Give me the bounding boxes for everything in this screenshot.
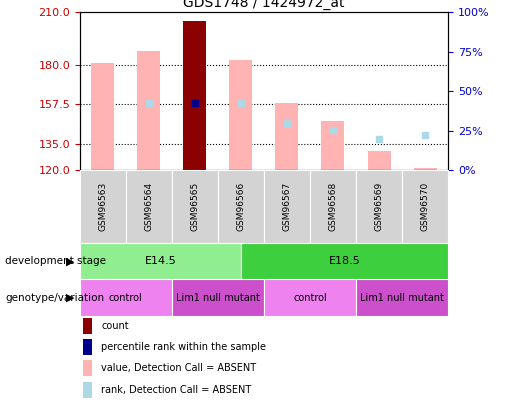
- Bar: [91, 63, 114, 170]
- Text: development stage: development stage: [5, 256, 106, 266]
- Bar: [83, 360, 93, 377]
- Text: GSM96570: GSM96570: [421, 182, 430, 231]
- Text: ▶: ▶: [66, 293, 75, 303]
- Bar: [264, 279, 356, 316]
- Bar: [172, 170, 218, 243]
- Bar: [218, 170, 264, 243]
- Bar: [126, 170, 172, 243]
- Text: E14.5: E14.5: [145, 256, 176, 266]
- Bar: [276, 103, 299, 170]
- Text: count: count: [101, 321, 129, 331]
- Text: GSM96567: GSM96567: [282, 182, 291, 231]
- Bar: [83, 318, 93, 334]
- Text: control: control: [293, 293, 327, 303]
- Bar: [183, 21, 207, 170]
- Text: percentile rank within the sample: percentile rank within the sample: [101, 342, 266, 352]
- Bar: [138, 51, 160, 170]
- Text: GSM96569: GSM96569: [374, 182, 384, 231]
- Bar: [356, 279, 448, 316]
- Text: Lim1 null mutant: Lim1 null mutant: [176, 293, 260, 303]
- Bar: [402, 170, 448, 243]
- Bar: [80, 279, 172, 316]
- Text: control: control: [109, 293, 143, 303]
- Bar: [229, 60, 252, 170]
- Text: E18.5: E18.5: [329, 256, 360, 266]
- Text: rank, Detection Call = ABSENT: rank, Detection Call = ABSENT: [101, 385, 251, 395]
- Text: GSM96563: GSM96563: [98, 182, 107, 231]
- Bar: [368, 151, 390, 170]
- Bar: [172, 279, 264, 316]
- Bar: [80, 170, 126, 243]
- Text: GSM96565: GSM96565: [191, 182, 199, 231]
- Text: GSM96568: GSM96568: [329, 182, 337, 231]
- Title: GDS1748 / 1424972_at: GDS1748 / 1424972_at: [183, 0, 345, 10]
- Text: ▶: ▶: [66, 256, 75, 266]
- Bar: [414, 168, 437, 170]
- Text: GSM96564: GSM96564: [144, 182, 153, 231]
- Bar: [80, 243, 241, 279]
- Bar: [83, 382, 93, 398]
- Bar: [83, 339, 93, 355]
- Bar: [310, 170, 356, 243]
- Bar: [356, 170, 402, 243]
- Bar: [321, 121, 345, 170]
- Text: GSM96566: GSM96566: [236, 182, 246, 231]
- Bar: [241, 243, 448, 279]
- Text: value, Detection Call = ABSENT: value, Detection Call = ABSENT: [101, 363, 256, 373]
- Bar: [264, 170, 310, 243]
- Text: genotype/variation: genotype/variation: [5, 293, 104, 303]
- Text: Lim1 null mutant: Lim1 null mutant: [360, 293, 444, 303]
